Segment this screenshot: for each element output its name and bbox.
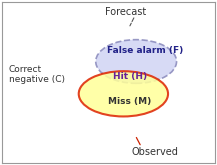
Text: False alarm (F): False alarm (F)	[107, 46, 183, 55]
Text: Correct
negative (C): Correct negative (C)	[8, 65, 64, 84]
Text: Miss (M): Miss (M)	[108, 97, 151, 106]
Text: Forecast: Forecast	[105, 7, 146, 17]
Ellipse shape	[79, 71, 168, 116]
Text: Observed: Observed	[132, 147, 179, 157]
Ellipse shape	[96, 40, 177, 83]
Text: Hit (H): Hit (H)	[113, 72, 147, 81]
